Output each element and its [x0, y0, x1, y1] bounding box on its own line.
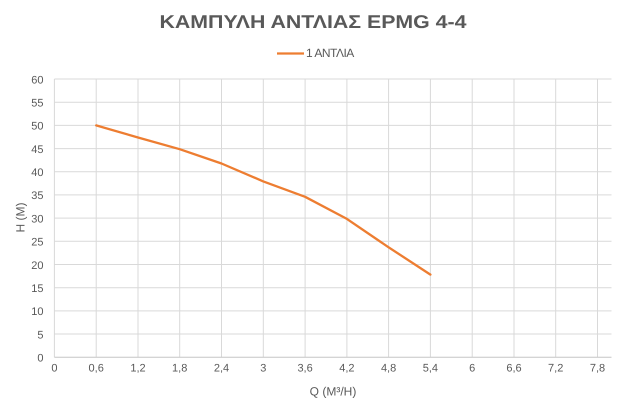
svg-text:50: 50	[31, 121, 43, 133]
svg-text:15: 15	[31, 283, 43, 295]
svg-text:6,6: 6,6	[506, 362, 521, 374]
svg-text:35: 35	[31, 190, 43, 202]
svg-text:3,6: 3,6	[297, 362, 312, 374]
svg-text:2,4: 2,4	[214, 362, 229, 374]
svg-text:5: 5	[37, 329, 43, 341]
svg-text:1 ΑΝΤΛΙΑ: 1 ΑΝΤΛΙΑ	[306, 46, 354, 60]
svg-text:7,8: 7,8	[590, 362, 605, 374]
svg-text:3: 3	[260, 362, 266, 374]
svg-text:Q (M³/H): Q (M³/H)	[310, 385, 357, 399]
svg-text:ΚΑΜΠΥΛΗ ΑΝΤΛΙΑΣ EPMG 4-4: ΚΑΜΠΥΛΗ ΑΝΤΛΙΑΣ EPMG 4-4	[160, 11, 468, 32]
svg-text:4,2: 4,2	[339, 362, 354, 374]
svg-text:0,6: 0,6	[89, 362, 104, 374]
svg-text:30: 30	[31, 213, 43, 225]
svg-text:6: 6	[469, 362, 475, 374]
svg-text:40: 40	[31, 167, 43, 179]
svg-text:5,4: 5,4	[423, 362, 438, 374]
svg-text:45: 45	[31, 144, 43, 156]
svg-text:60: 60	[31, 74, 43, 86]
svg-text:H (M): H (M)	[14, 203, 28, 233]
svg-text:1,2: 1,2	[130, 362, 145, 374]
svg-text:0: 0	[37, 353, 43, 365]
svg-text:25: 25	[31, 237, 43, 249]
svg-text:20: 20	[31, 260, 43, 272]
svg-text:4,8: 4,8	[381, 362, 396, 374]
svg-text:10: 10	[31, 306, 43, 318]
svg-text:55: 55	[31, 98, 43, 110]
svg-text:1,8: 1,8	[172, 362, 187, 374]
svg-text:7,2: 7,2	[548, 362, 563, 374]
svg-text:0: 0	[51, 362, 57, 374]
